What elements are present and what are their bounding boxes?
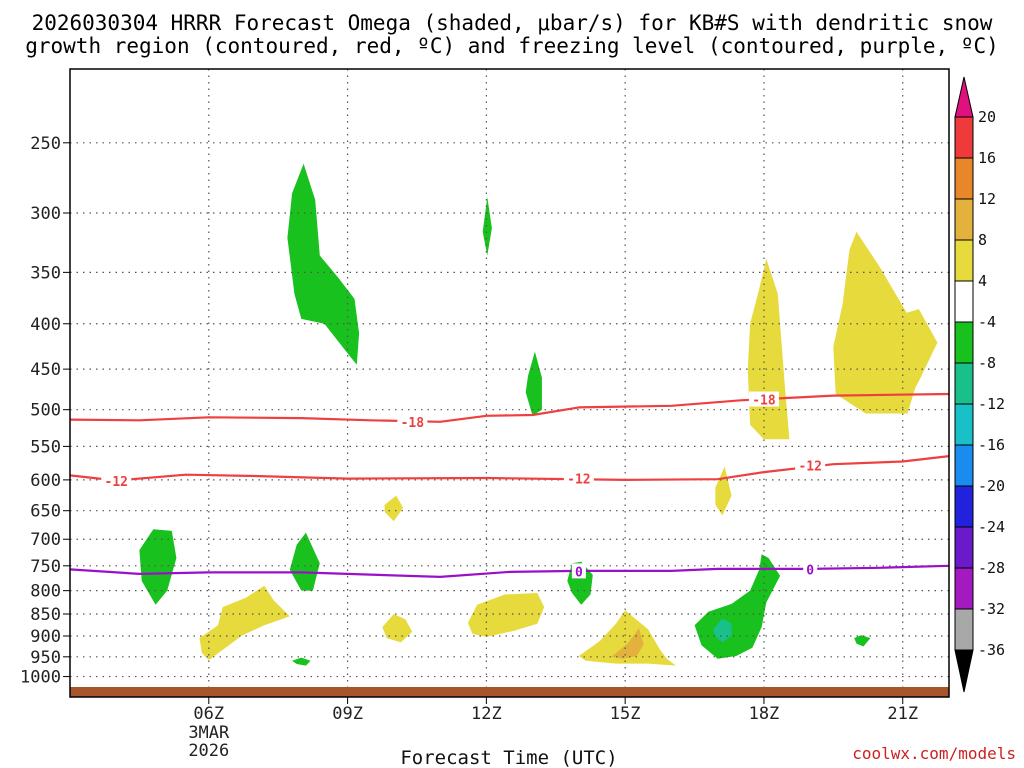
colorbar-bin--24-to--20 <box>954 485 974 528</box>
downward-motion-region-10 <box>199 585 290 660</box>
upward-motion-region-0 <box>287 163 360 365</box>
colorbar-bin--20-to--16 <box>954 444 974 487</box>
downward-motion-region-11 <box>384 495 404 522</box>
colorbar-label-20: 20 <box>978 108 996 126</box>
colorbar-label--24: -24 <box>978 518 1005 536</box>
plot-frame <box>69 68 950 698</box>
x-tick-label-06Z: 06Z <box>193 704 224 724</box>
x-date-label: 3MAR <box>188 723 230 743</box>
downward-motion-region-16 <box>715 466 732 516</box>
colorbar-label--28: -28 <box>978 559 1005 577</box>
contour-label-0-0: 0 <box>575 565 583 580</box>
colorbar-label--32: -32 <box>978 600 1005 618</box>
y-tick-label-300: 300 <box>30 204 61 224</box>
y-axis: 2503003504004505005506006507007508008509… <box>20 134 70 688</box>
colorbar-label--12: -12 <box>978 395 1005 413</box>
ground-strip <box>70 687 949 697</box>
y-tick-label-500: 500 <box>30 401 61 421</box>
chart-title-line1: 2026030304 HRRR Forecast Omega (shaded, … <box>32 11 993 35</box>
colorbar-label-8: 8 <box>978 231 987 249</box>
downward-motion-region-18 <box>833 231 922 414</box>
contour-label--12-2: -12 <box>798 460 821 475</box>
colorbar-label--20: -20 <box>978 477 1005 495</box>
colorbar-bin-16-to-20 <box>954 116 974 159</box>
contour-label-bg--12-0 <box>101 473 132 489</box>
contour-label-0-1: 0 <box>806 563 814 578</box>
y-tick-label-350: 350 <box>30 263 61 283</box>
x-tick-label-15Z: 15Z <box>610 704 641 724</box>
contour-label-bg--12-2 <box>795 457 826 473</box>
contour-label-bg-0-1 <box>803 561 818 577</box>
y-tick-label-750: 750 <box>30 557 61 577</box>
credit-text: coolwx.com/models <box>852 744 1016 763</box>
upward-motion-region-5 <box>292 657 311 666</box>
colorbar: 20 16 12 8 4 -4 -8 -12 -16 -20 -24 -28 -32 -36 <box>954 76 1005 693</box>
y-tick-label-550: 550 <box>30 437 61 457</box>
x-tick-label-09Z: 09Z <box>332 704 363 724</box>
x-tick-label-12Z: 12Z <box>471 704 502 724</box>
upward-motion-region-9 <box>854 635 871 647</box>
colorbar-bottom-arrow <box>954 649 974 693</box>
grid-lines <box>70 69 949 697</box>
y-tick-label-1000: 1000 <box>20 668 61 688</box>
upward-motion-region-3 <box>139 529 177 605</box>
x-tick-label-18Z: 18Z <box>749 704 780 724</box>
colorbar-bin--12-to--8 <box>954 362 974 405</box>
y-tick-label-650: 650 <box>30 502 61 522</box>
colorbar-label-4: 4 <box>978 272 987 290</box>
contour-label-bg--18-1 <box>748 391 779 407</box>
upward-motion-region-1 <box>482 197 492 256</box>
colorbar-bin--36-to--32 <box>954 608 974 651</box>
y-tick-label-700: 700 <box>30 530 61 550</box>
contour-label--12-0: -12 <box>105 475 128 490</box>
contour-label--18-1: -18 <box>752 394 776 409</box>
x-axis-label: Forecast Time (UTC) <box>400 747 617 768</box>
contour-label-bg--12-1 <box>563 470 594 486</box>
colorbar-bin--32-to--28 <box>954 567 974 610</box>
y-tick-label-800: 800 <box>30 582 61 602</box>
downward-motion-region-14 <box>578 610 676 666</box>
colorbar-bin-8-to-12 <box>954 198 974 241</box>
colorbar-top-arrow <box>954 76 974 118</box>
chart-title-line2: growth region (contoured, red, ºC) and f… <box>25 34 999 58</box>
contour-label-bg-0-0 <box>571 563 586 579</box>
y-tick-label-900: 900 <box>30 627 61 647</box>
colorbar-bin-4-to-8 <box>954 239 974 282</box>
colorbar-label--36: -36 <box>978 641 1005 659</box>
ground-surface <box>70 687 949 697</box>
contour-label--18-0: -18 <box>401 416 425 431</box>
colorbar-label--4: -4 <box>978 313 996 331</box>
downward-motion-region-19 <box>902 309 938 386</box>
upward-motion-region-4 <box>289 532 320 591</box>
contour-line-0 <box>69 564 950 578</box>
y-tick-label-400: 400 <box>30 315 61 335</box>
contour-line--12 <box>69 455 950 482</box>
contour-line--18 <box>69 392 950 423</box>
colorbar-label--16: -16 <box>978 436 1005 454</box>
colorbar-bin-12-to-16 <box>954 157 974 200</box>
colorbar-label--8: -8 <box>978 354 996 372</box>
x-tick-label-21Z: 21Z <box>887 704 918 724</box>
downward-motion-region-13 <box>467 593 545 637</box>
y-tick-label-850: 850 <box>30 605 61 625</box>
contour-label-bg--18-0 <box>397 413 428 429</box>
temperature-contours: -18 -18 -12 -12 -12 0 0 <box>69 391 950 580</box>
colorbar-bin--4-to-4 <box>954 280 974 323</box>
downward-motion-region-12 <box>382 614 413 643</box>
colorbar-label-12: 12 <box>978 190 996 208</box>
y-tick-label-950: 950 <box>30 648 61 668</box>
upward-motion-region-2 <box>525 351 542 416</box>
y-tick-label-250: 250 <box>30 134 61 154</box>
colorbar-bin--16-to--12 <box>954 403 974 446</box>
x-year-label: 2026 <box>188 741 229 761</box>
y-tick-label-600: 600 <box>30 471 61 491</box>
colorbar-bin--28-to--24 <box>954 526 974 569</box>
colorbar-bin--8-to--4 <box>954 321 974 364</box>
colorbar-label-16: 16 <box>978 149 996 167</box>
downward-motion-region-17 <box>747 258 790 440</box>
contour-label--12-1: -12 <box>567 473 590 488</box>
y-tick-label-450: 450 <box>30 360 61 380</box>
